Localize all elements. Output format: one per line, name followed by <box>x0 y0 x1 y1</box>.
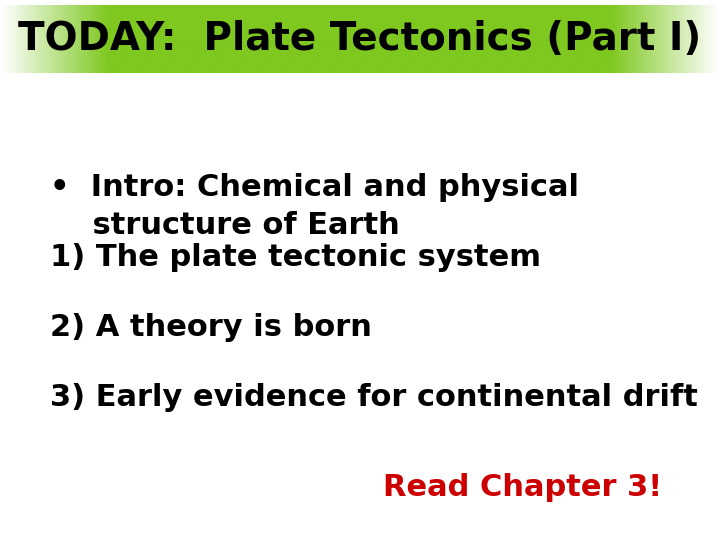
Text: Read Chapter 3!: Read Chapter 3! <box>383 473 662 502</box>
Text: 1) The plate tectonic system: 1) The plate tectonic system <box>50 243 541 272</box>
Text: •  Intro: Chemical and physical
    structure of Earth: • Intro: Chemical and physical structure… <box>50 173 580 240</box>
Text: TODAY:  Plate Tectonics (Part I): TODAY: Plate Tectonics (Part I) <box>19 20 701 58</box>
Text: 2) A theory is born: 2) A theory is born <box>50 313 372 342</box>
Text: 3) Early evidence for continental drift: 3) Early evidence for continental drift <box>50 383 698 413</box>
